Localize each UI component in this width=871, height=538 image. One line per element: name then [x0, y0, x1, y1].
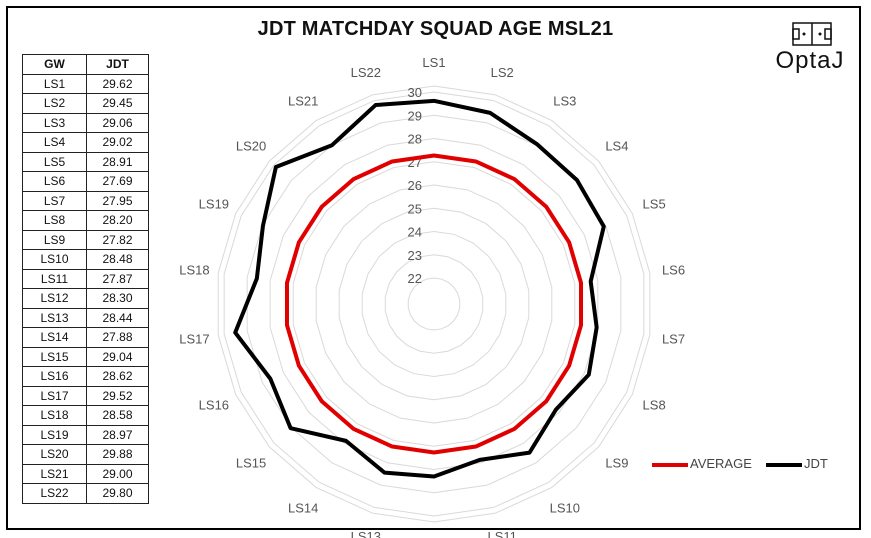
- data-table: GW JDT LS1 29.62 LS2 29.45 LS3 29.06 LS4 29.02 L…: [22, 54, 149, 504]
- category-label: LS14: [288, 501, 318, 516]
- category-label: LS7: [662, 331, 685, 346]
- chart-title: JDT MATCHDAY SQUAD AGE MSL21: [257, 18, 614, 40]
- grid-ring: [384, 254, 484, 354]
- category-label: LS1: [422, 55, 445, 70]
- legend-swatch-average: [652, 462, 688, 467]
- category-label: LS20: [236, 139, 266, 154]
- cell-gw: LS6: [22, 171, 87, 192]
- category-label: LS3: [553, 93, 576, 108]
- grid-ring: [269, 137, 599, 471]
- cell-gw: LS17: [22, 385, 87, 406]
- table-row: LS17 29.52: [22, 385, 149, 406]
- table-row: LS2 29.45: [22, 93, 149, 114]
- legend-item-jdt: JDT: [766, 456, 828, 471]
- cell-jdt: 28.91: [86, 151, 149, 172]
- category-label: LS9: [605, 455, 628, 470]
- category-label: LS19: [199, 196, 229, 211]
- legend-label-average: AVERAGE: [690, 456, 752, 471]
- category-label: LS22: [351, 65, 381, 80]
- category-label: LS4: [605, 139, 628, 154]
- table-row: LS9 27.82: [22, 229, 149, 250]
- table-row: LS21 29.00: [22, 463, 149, 484]
- grid-ring-outer: [217, 85, 651, 523]
- grid-ring: [407, 277, 461, 331]
- table-row: LS3 29.06: [22, 112, 149, 133]
- tick-label: 23: [408, 248, 422, 263]
- table-row: LS15 29.04: [22, 346, 149, 367]
- table-row: LS6 27.69: [22, 171, 149, 192]
- grid-ring: [292, 161, 576, 447]
- category-label: LS21: [288, 93, 318, 108]
- table-row: LS10 28.48: [22, 249, 149, 270]
- grid-ring: [246, 114, 622, 494]
- cell-jdt: 29.80: [86, 483, 149, 504]
- table-row: LS13 28.44: [22, 307, 149, 328]
- tick-label: 29: [408, 108, 422, 123]
- tick-label: 24: [408, 225, 422, 240]
- category-label: LS6: [662, 263, 685, 278]
- optaj-logo: OptaJ: [764, 20, 856, 80]
- category-label: LS18: [179, 263, 209, 278]
- category-label: LS16: [199, 398, 229, 413]
- legend-swatch-jdt: [766, 462, 802, 467]
- cell-jdt: 28.48: [86, 249, 149, 270]
- cell-jdt: 29.52: [86, 385, 149, 406]
- tick-label: 25: [408, 201, 422, 216]
- cell-gw: LS11: [22, 268, 87, 289]
- cell-jdt: 28.97: [86, 424, 149, 445]
- table-row: LS16 28.62: [22, 366, 149, 387]
- category-label: LS15: [236, 455, 266, 470]
- table-row: LS12 28.30: [22, 288, 149, 309]
- grid-ring: [315, 184, 553, 424]
- table-row: LS1 29.62: [22, 73, 149, 94]
- cell-gw: LS13: [22, 307, 87, 328]
- category-label: LS13: [351, 529, 381, 538]
- cell-jdt: 29.00: [86, 463, 149, 484]
- cell-jdt: 29.06: [86, 112, 149, 133]
- category-label: LS10: [550, 501, 580, 516]
- tick-label: 28: [408, 132, 422, 147]
- table-row: LS5 28.91: [22, 151, 149, 172]
- series-line-jdt: [233, 98, 606, 479]
- cell-jdt: 27.88: [86, 327, 149, 348]
- tick-label: 30: [408, 85, 422, 100]
- category-label: LS2: [491, 65, 514, 80]
- grid-ring: [338, 207, 530, 401]
- tick-label: 26: [408, 178, 422, 193]
- cell-gw: LS12: [22, 288, 87, 309]
- grid-ring: [361, 230, 507, 378]
- cell-jdt: 29.04: [86, 346, 149, 367]
- logo-text: OptaJ: [775, 47, 845, 74]
- category-label: LS11: [487, 529, 516, 538]
- chart-frame: [6, 6, 861, 530]
- cell-gw: LS16: [22, 366, 87, 387]
- cell-jdt: 29.45: [86, 93, 149, 114]
- pitch-icon: [792, 22, 832, 46]
- cell-jdt: 27.69: [86, 171, 149, 192]
- legend-item-average: AVERAGE: [652, 456, 752, 471]
- table-row: LS11 27.87: [22, 268, 149, 289]
- table-row: LS8 28.20: [22, 210, 149, 231]
- table-row: LS14 27.88: [22, 327, 149, 348]
- series-line-average: [284, 153, 584, 455]
- table-row: LS19 28.97: [22, 424, 149, 445]
- cell-gw: LS10: [22, 249, 87, 270]
- category-label: LS17: [179, 331, 209, 346]
- category-label: LS5: [643, 196, 666, 211]
- table-row: LS22 29.80: [22, 483, 149, 504]
- tick-label: 22: [408, 271, 422, 286]
- category-label: LS8: [643, 398, 666, 413]
- legend-label-jdt: JDT: [804, 456, 828, 471]
- cell-jdt: 28.44: [86, 307, 149, 328]
- grid-ring: [223, 91, 645, 517]
- cell-jdt: 27.82: [86, 229, 149, 250]
